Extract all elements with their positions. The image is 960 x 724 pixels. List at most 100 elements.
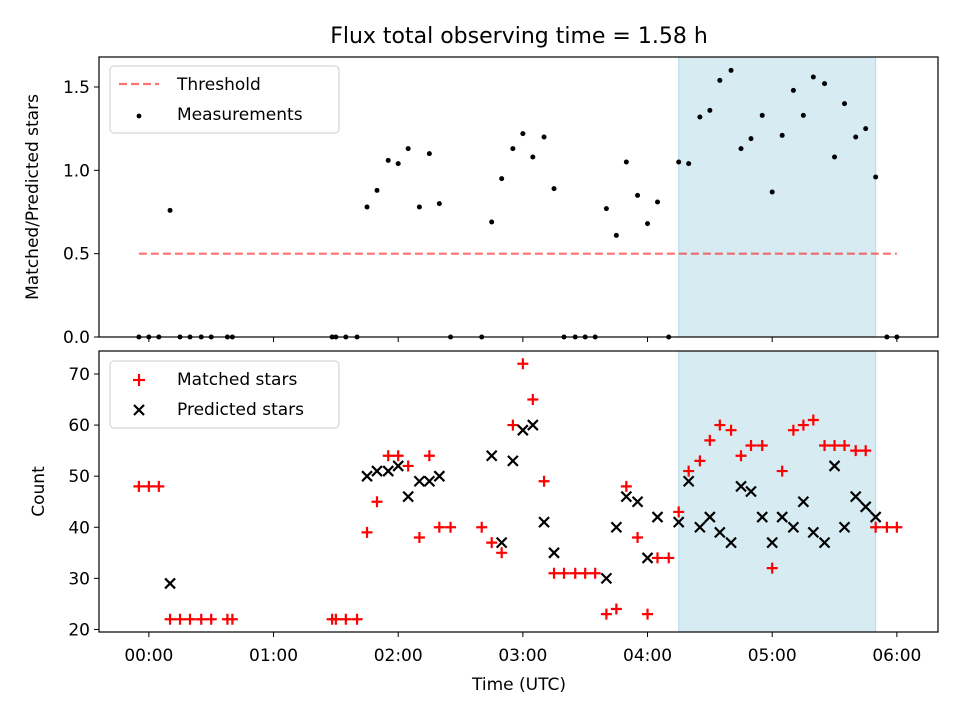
measurement-point [520, 131, 526, 137]
measurement-point [759, 112, 765, 118]
legend-predicted-label: Predicted stars [177, 400, 304, 420]
matched-star-point [610, 603, 622, 615]
matched-star-point [819, 440, 831, 452]
predicted-star-point [776, 511, 788, 523]
top-shaded-region [678, 56, 877, 338]
predicted-star-point [849, 490, 862, 503]
bottom-x-tick-label: 04:00 [623, 646, 672, 666]
matched-stars-points [133, 358, 903, 625]
matched-star-point [725, 424, 737, 436]
matched-star-point [694, 455, 706, 467]
measurement-point [510, 146, 516, 152]
matched-star-point [486, 537, 498, 549]
measurement-point [863, 126, 869, 132]
predicted-star-point [651, 511, 664, 523]
matched-star-point [392, 450, 404, 462]
measurement-point [873, 174, 879, 180]
measurement-point [374, 187, 380, 193]
measurement-point [810, 74, 816, 80]
bottom-x-tick-label: 03:00 [498, 646, 547, 666]
predicted-star-point [538, 516, 550, 528]
matched-star-point [413, 531, 425, 543]
measurement-point [395, 161, 401, 167]
matched-star-point [870, 521, 882, 533]
legend-threshold-label: Threshold [176, 75, 261, 95]
measurement-point [613, 232, 619, 238]
matched-star-point [589, 567, 601, 579]
legend-measurements-swatch [136, 113, 142, 119]
predicted-star-point [787, 521, 800, 534]
predicted-stars-points [164, 419, 882, 590]
matched-star-point [195, 613, 207, 625]
top-panel: 0.0 0.5 1.0 1.5 Matched/Predicted stars Thr… [23, 56, 939, 348]
matched-star-point [579, 567, 591, 579]
measurement-point [603, 206, 609, 212]
matched-star-point [371, 496, 383, 508]
predicted-star-point [682, 475, 695, 488]
predicted-star-point [818, 536, 831, 549]
matched-star-point [714, 419, 726, 431]
bottom-ticks: 20 30 40 50 60 70 00:00 01:00 02:00 03:00 04:00 05:… [68, 365, 921, 666]
predicted-star-point [495, 536, 508, 549]
measurement-point [728, 67, 734, 73]
predicted-star-point [735, 480, 747, 493]
matched-star-point [382, 450, 394, 462]
measurement-point [530, 154, 536, 160]
bottom-x-tick-label: 05:00 [748, 646, 797, 666]
predicted-star-point [164, 577, 176, 590]
predicted-star-point [361, 470, 373, 482]
predicted-star-point [797, 495, 810, 508]
measurement-point [385, 157, 391, 163]
top-y-tick-label: 1.0 [63, 161, 90, 181]
matched-star-point [226, 613, 238, 625]
measurement-point [748, 136, 754, 142]
measurement-point [790, 87, 796, 93]
predicted-star-point [610, 521, 623, 534]
matched-star-point [527, 394, 539, 406]
predicted-star-point [869, 511, 882, 523]
matched-star-point [663, 552, 675, 564]
matched-star-point [642, 608, 654, 620]
matched-star-point [745, 440, 757, 452]
matched-star-point [860, 445, 872, 457]
bottom-axes-frame [98, 350, 939, 633]
predicted-star-point [507, 455, 519, 467]
predicted-star-point [485, 449, 498, 462]
top-y-tick-label: 0.5 [63, 245, 90, 265]
bottom-x-tick-label: 00:00 [124, 646, 173, 666]
matched-star-point [153, 480, 165, 492]
predicted-star-point [548, 547, 560, 559]
chart-title: Flux total observing time = 1.58 h [330, 24, 708, 49]
predicted-star-point [838, 521, 851, 534]
legend-matched-label: Matched stars [177, 370, 297, 390]
measurement-point [499, 176, 505, 182]
bottom-y-tick-label: 30 [68, 569, 90, 589]
measurement-point [769, 189, 775, 195]
measurement-point [364, 204, 370, 210]
predicted-star-point [392, 460, 404, 472]
matched-star-point [496, 547, 508, 559]
measurement-point [707, 107, 713, 113]
matched-star-point [673, 506, 685, 518]
matched-star-point [600, 608, 612, 620]
predicted-star-point [704, 511, 716, 523]
matched-star-point [340, 613, 352, 625]
top-legend: Threshold Measurements [109, 65, 340, 134]
measurement-point [426, 151, 432, 157]
bottom-legend: Matched stars Predicted stars [109, 360, 340, 429]
predicted-star-point [694, 521, 706, 534]
measurement-point [623, 159, 629, 165]
matched-star-point [652, 552, 664, 564]
predicted-star-point [382, 465, 395, 477]
bottom-y-tick-label: 50 [68, 467, 90, 487]
predicted-star-point [402, 490, 414, 503]
matched-star-point [881, 521, 893, 533]
matched-star-point [351, 613, 363, 625]
measurement-point [676, 159, 682, 165]
matched-star-point [517, 358, 529, 370]
measurement-point [645, 221, 651, 227]
predicted-star-point [527, 419, 539, 431]
measurement-point [405, 146, 411, 152]
matched-star-point [704, 434, 716, 446]
matched-star-point [807, 414, 819, 426]
